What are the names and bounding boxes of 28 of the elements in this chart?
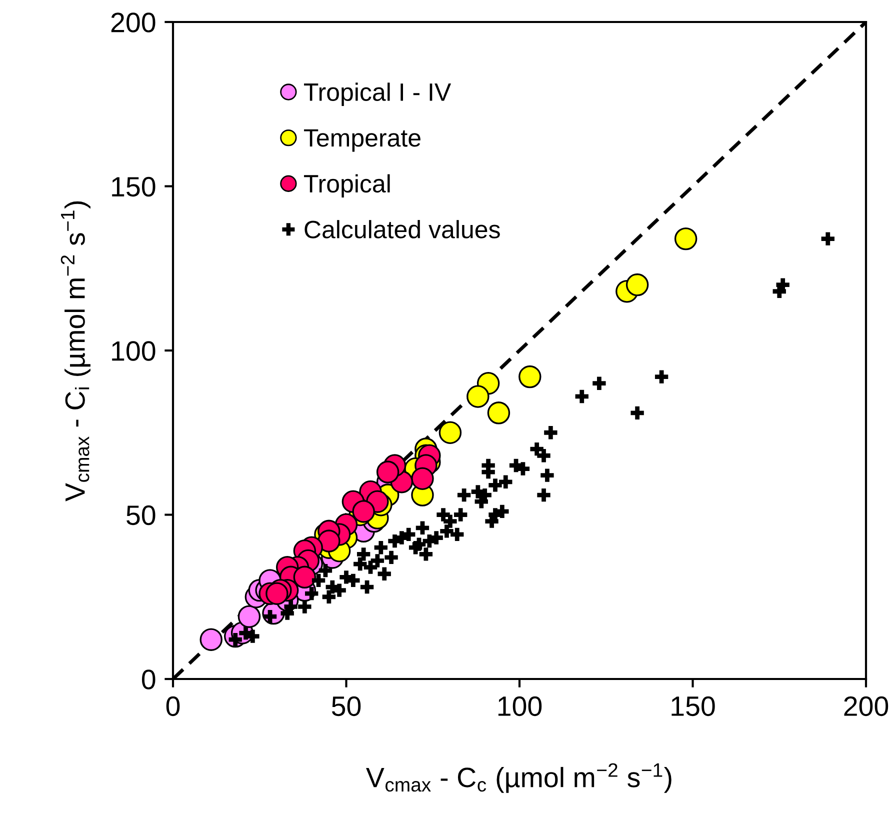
y-tick-label: 50 <box>126 505 156 526</box>
x-tick-label: 0 <box>166 696 180 716</box>
x-tick-label: 50 <box>332 696 361 716</box>
x-tick-label: 200 <box>844 696 888 716</box>
y-tick-label: 200 <box>111 12 156 32</box>
point <box>411 467 434 490</box>
x-tick-label: 150 <box>672 696 715 716</box>
point <box>376 460 400 484</box>
point <box>293 566 316 589</box>
point <box>466 385 490 408</box>
point <box>438 421 462 444</box>
y-tick-label: 0 <box>142 670 156 690</box>
text: V$_{cmax}$ - C$_{c}$ (µmol m$^{−2}$ s$^{−1}$) <box>366 763 672 793</box>
legend-label: Tropical I - IV <box>304 82 452 106</box>
point <box>518 365 542 388</box>
point <box>487 402 510 424</box>
point <box>238 605 261 628</box>
point <box>674 227 698 250</box>
point <box>626 273 649 296</box>
text: V$_{cmax}$ - C$_{i}$ (µmol m$^{−2}$ s$^{−1}$) <box>60 201 90 502</box>
point <box>200 628 222 651</box>
legend-label: Calculated values <box>304 220 500 238</box>
legend-label: Tropical <box>304 174 390 198</box>
x-tick-label: 100 <box>498 696 542 716</box>
legend-label: Temperate <box>304 129 420 152</box>
point <box>266 582 288 605</box>
y-tick-label: 150 <box>112 176 156 197</box>
y-tick-label: 100 <box>112 341 156 361</box>
